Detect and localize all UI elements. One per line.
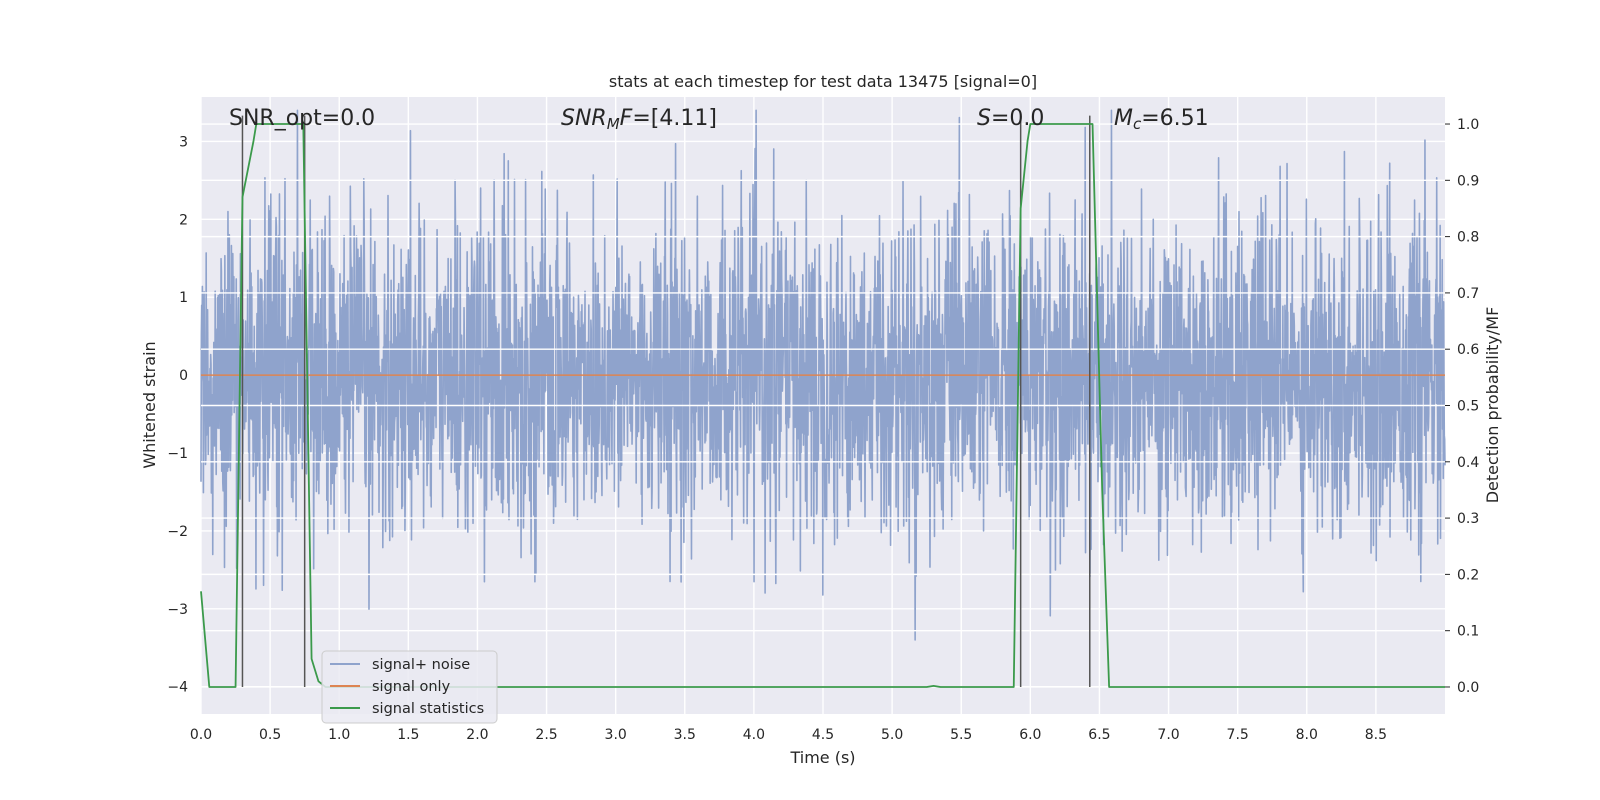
y-tick-label: 1 xyxy=(179,290,188,306)
legend: signal+ noise signal only signal statistic… xyxy=(321,650,498,724)
legend-label: signal only xyxy=(372,679,451,695)
annotations: SNR_opt=0.0 SNRMF=[4.11] S=0.0 Mc=6.51 xyxy=(229,106,1209,133)
x-tick-label: 5.5 xyxy=(950,727,972,743)
annotation-mc: Mc=6.51 xyxy=(1114,106,1209,133)
statistics-series xyxy=(200,123,1445,688)
legend-box xyxy=(321,650,498,724)
x-tick-label: 6.0 xyxy=(1019,727,1041,743)
x-tick-label: 4.0 xyxy=(743,727,765,743)
y-tick-label: −2 xyxy=(167,524,188,540)
x-tick-label: 3.0 xyxy=(605,727,627,743)
y-tick-label: 2 xyxy=(179,212,188,228)
y2-tick-label: 0.0 xyxy=(1457,680,1479,696)
x-tick-label: 5.0 xyxy=(881,727,903,743)
x-tick-label: 4.5 xyxy=(812,727,834,743)
annotation-snr-mf: SNRMF=[4.11] xyxy=(561,106,717,133)
x-tick-label: 0.0 xyxy=(190,727,212,743)
y2-tick-labels: 0.0 0.1 0.2 0.3 0.4 0.5 0.6 0.7 0.8 0.9 1.0 xyxy=(1445,117,1479,696)
annotation-stat: S=0.0 xyxy=(977,106,1044,131)
y2-tick-label: 0.9 xyxy=(1457,173,1479,189)
y2-tick-label: 0.7 xyxy=(1457,286,1479,302)
x-tick-label: 1.0 xyxy=(328,727,350,743)
y2-tick-label: 1.0 xyxy=(1457,117,1479,133)
y-tick-label: −4 xyxy=(167,680,188,696)
x-tick-label: 7.0 xyxy=(1157,727,1179,743)
x-tick-label: 8.5 xyxy=(1365,727,1387,743)
y2-axis-label: Detection probability/MF xyxy=(1483,307,1502,504)
y2-tick-label: 0.1 xyxy=(1457,624,1479,640)
y2-tick-label: 0.5 xyxy=(1457,399,1479,415)
y-tick-label: 0 xyxy=(179,368,188,384)
y-tick-label: −3 xyxy=(167,602,188,618)
y2-tick-label: 0.2 xyxy=(1457,567,1479,583)
y2-tick-label: 0.6 xyxy=(1457,342,1479,358)
legend-label: signal statistics xyxy=(372,701,484,717)
y-tick-label: −1 xyxy=(167,446,188,462)
y-tick-labels: −4 −3 −2 −1 0 1 2 3 xyxy=(167,134,188,695)
x-tick-label: 3.5 xyxy=(674,727,696,743)
statistics-trace xyxy=(200,123,1445,688)
annotation-snr-opt: SNR_opt=0.0 xyxy=(229,106,375,131)
legend-label: signal+ noise xyxy=(372,657,470,673)
x-tick-label: 1.5 xyxy=(397,727,419,743)
noise-series xyxy=(200,109,1446,641)
x-tick-label: 0.5 xyxy=(259,727,281,743)
x-tick-labels: 0.0 0.5 1.0 1.5 2.0 2.5 3.0 3.5 4.0 4.5 5.0 5.5 6.0 6… xyxy=(190,727,1387,743)
x-tick-label: 2.0 xyxy=(466,727,488,743)
x-tick-label: 7.5 xyxy=(1227,727,1249,743)
chart-title: stats at each timestep for test data 134… xyxy=(609,72,1037,91)
noise-trace xyxy=(200,109,1446,641)
x-tick-label: 2.5 xyxy=(535,727,557,743)
y2-tick-label: 0.3 xyxy=(1457,511,1479,527)
y-tick-label: 3 xyxy=(179,134,188,150)
x-axis-label: Time (s) xyxy=(789,748,855,767)
x-tick-label: 6.5 xyxy=(1088,727,1110,743)
y2-tick-label: 0.4 xyxy=(1457,455,1479,471)
y2-tick-label: 0.8 xyxy=(1457,230,1479,246)
x-tick-label: 8.0 xyxy=(1296,727,1318,743)
grid-y2 xyxy=(201,123,1445,688)
y-axis-label: Whitened strain xyxy=(140,341,159,468)
